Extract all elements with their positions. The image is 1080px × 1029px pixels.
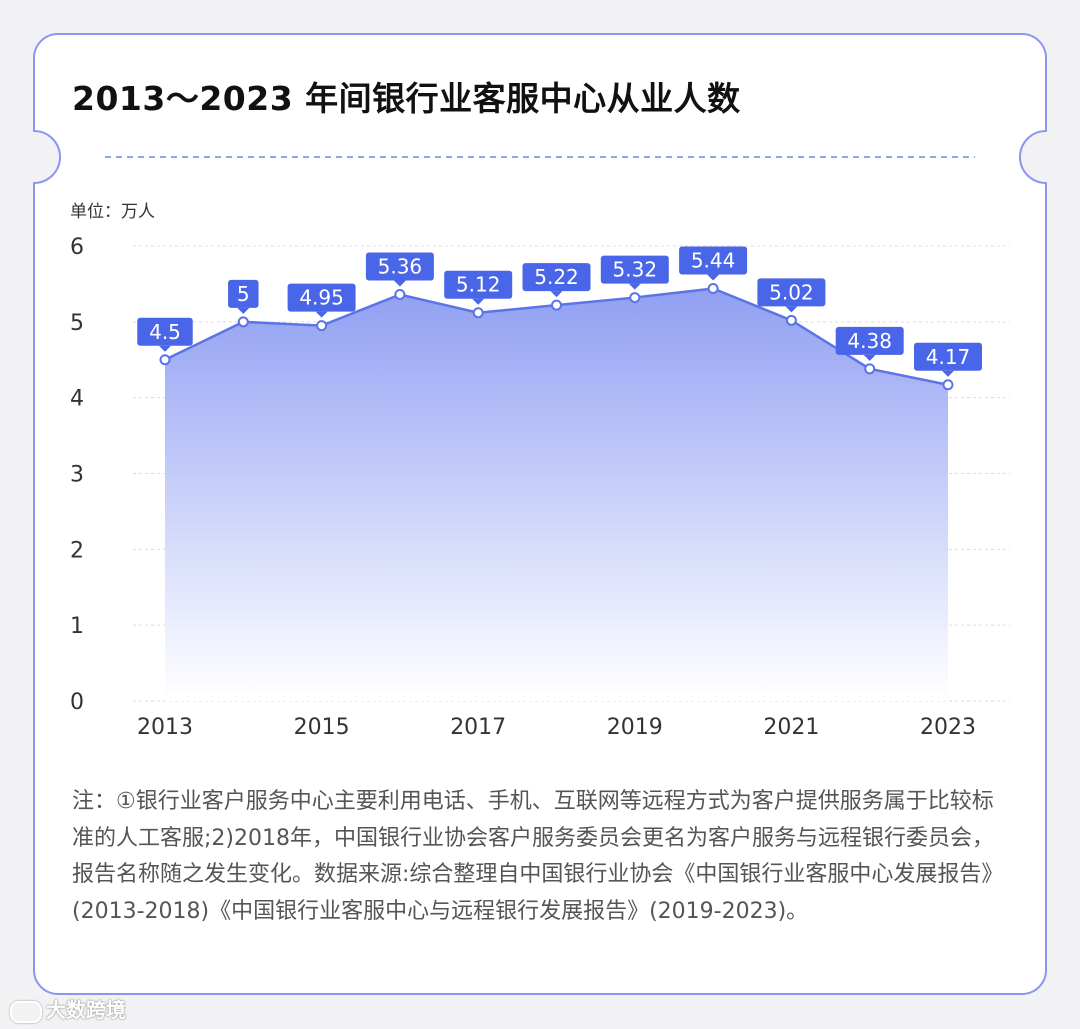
data-label-pointer xyxy=(472,298,485,305)
data-point xyxy=(864,363,876,375)
data-label-box xyxy=(835,326,904,355)
data-label: 5.02 xyxy=(757,278,826,313)
data-label: 4.38 xyxy=(835,326,904,361)
data-label-box xyxy=(757,278,826,307)
chart-title: 2013～2023 年间银行业客服中心从业人数 xyxy=(72,79,741,118)
data-point xyxy=(394,289,406,301)
data-label-pointer xyxy=(628,283,641,290)
x-tick-label: 2013 xyxy=(137,715,193,740)
data-label-box xyxy=(914,342,982,371)
data-label: 4.17 xyxy=(914,342,982,377)
data-label-text: 4.17 xyxy=(926,345,971,369)
data-label-pointer xyxy=(785,306,798,313)
data-label: 5.44 xyxy=(679,246,748,281)
x-tick-label: 2015 xyxy=(294,715,350,740)
data-label-text: 5.22 xyxy=(534,265,579,289)
data-label-pointer xyxy=(942,370,954,377)
data-label-pointer xyxy=(863,354,876,361)
y-tick-label: 3 xyxy=(70,463,84,488)
data-label-text: 5 xyxy=(237,282,250,306)
area-fill xyxy=(165,288,948,701)
data-label-pointer xyxy=(393,280,406,287)
y-tick-label: 5 xyxy=(70,311,84,336)
data-label-text: 4.38 xyxy=(847,329,892,353)
data-label-box xyxy=(522,263,591,292)
data-label-box xyxy=(679,246,748,275)
data-point xyxy=(472,307,484,319)
watermark-logo-icon xyxy=(10,1000,42,1023)
data-label-pointer xyxy=(550,291,563,298)
data-label: 5.36 xyxy=(365,252,434,287)
footnote: 注：①银行业客户服务中心主要利用电话、手机、互联网等远程方式为客户提供服务属于比… xyxy=(72,789,994,924)
data-point xyxy=(551,299,562,311)
data-label-pointer xyxy=(159,345,171,352)
watermark-text: 大数跨境 xyxy=(46,998,126,1022)
y-tick-label: 1 xyxy=(70,614,84,639)
data-point xyxy=(316,320,328,332)
data-label-box xyxy=(228,279,259,308)
y-tick-label: 6 xyxy=(70,235,84,260)
data-label: 5.12 xyxy=(444,270,513,305)
data-label: 4.5 xyxy=(137,317,193,352)
data-label-text: 4.95 xyxy=(299,286,344,310)
data-label: 4.95 xyxy=(287,283,356,318)
data-label-text: 5.02 xyxy=(769,280,814,304)
data-label-pointer xyxy=(315,311,328,318)
data-label-box xyxy=(287,283,356,312)
data-point xyxy=(707,282,719,294)
y-tick-label: 2 xyxy=(70,538,84,563)
watermark: 大数跨境 xyxy=(10,994,126,1023)
data-point xyxy=(237,316,249,328)
data-label-text: 5.44 xyxy=(691,248,736,272)
x-tick-label: 2021 xyxy=(763,715,819,740)
data-point xyxy=(785,314,797,326)
data-label-pointer xyxy=(707,274,720,281)
unit-label: 单位：万人 xyxy=(70,202,155,222)
data-label: 5.32 xyxy=(600,255,669,290)
data-label-pointer xyxy=(237,307,250,314)
data-point xyxy=(159,354,171,366)
data-label-box xyxy=(600,255,669,284)
x-tick-label: 2019 xyxy=(607,715,663,740)
data-label-box xyxy=(444,270,513,299)
data-label-text: 5.36 xyxy=(378,255,423,279)
data-label: 5.22 xyxy=(522,263,591,298)
data-label-text: 5.12 xyxy=(456,273,501,297)
x-tick-label: 2023 xyxy=(920,715,976,740)
data-label-box xyxy=(137,317,193,346)
data-label-box xyxy=(365,252,434,281)
y-tick-label: 4 xyxy=(70,387,84,412)
data-label: 5 xyxy=(228,279,259,314)
data-point xyxy=(629,292,641,304)
data-point xyxy=(942,379,954,391)
data-label-text: 5.32 xyxy=(613,258,658,282)
y-tick-label: 0 xyxy=(70,690,84,715)
data-label-text: 4.5 xyxy=(149,320,181,344)
x-tick-label: 2017 xyxy=(450,715,506,740)
